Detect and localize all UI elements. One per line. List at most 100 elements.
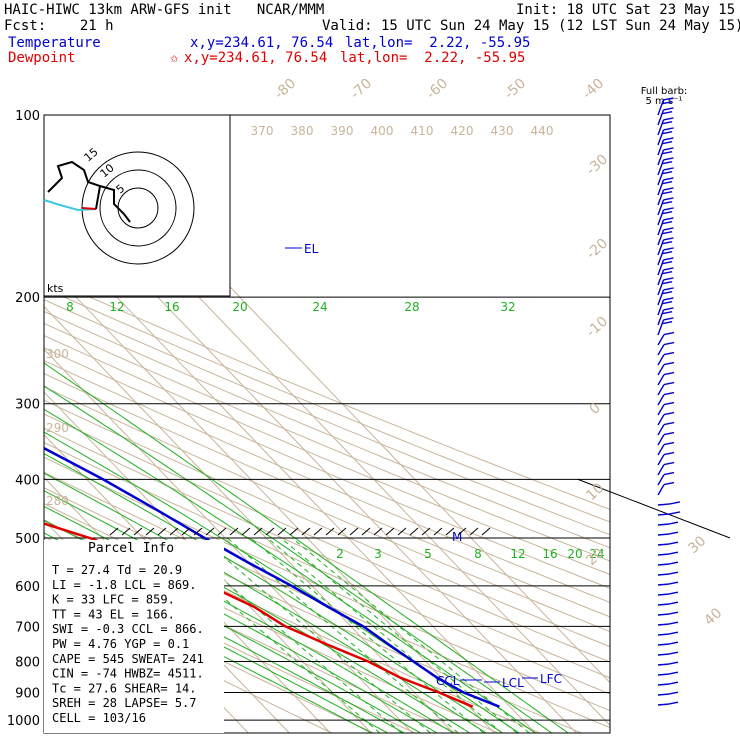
hatch-mark <box>121 527 131 536</box>
dry-adiabat <box>44 373 610 618</box>
moist-adiabat-label: 12 <box>109 300 124 314</box>
mixing-ratio-label: 20 <box>567 547 582 561</box>
dewpoint-legend: Dewpoint <box>8 50 76 66</box>
wind-barb-flag <box>663 297 674 301</box>
wind-barb-flag <box>667 531 679 535</box>
lcl-label: LCL <box>502 676 524 690</box>
wind-barb <box>657 414 665 426</box>
wind-barb-flag <box>663 371 675 376</box>
wind-barb-flag <box>663 137 674 141</box>
hatch-mark <box>253 527 263 536</box>
moist-adiabat <box>44 472 487 733</box>
hatch-mark <box>373 527 383 536</box>
moist-adiabat <box>44 490 470 733</box>
dry-adiabat <box>44 487 582 733</box>
wind-barb <box>657 533 669 536</box>
mixing-ratio-line <box>250 537 485 733</box>
hodograph-ring <box>99 169 177 247</box>
wind-barb <box>657 259 665 276</box>
isotherm-label: -70 <box>347 75 375 102</box>
wind-barb-flag <box>663 237 674 241</box>
mixing-ratio-label: 5 <box>424 547 432 561</box>
wind-barb <box>657 523 669 526</box>
pressure-tick-label: 300 <box>15 398 40 413</box>
dewpoint-star-icon: ✩ <box>170 50 179 66</box>
wind-barb-flag <box>663 177 674 181</box>
wind-barb-flag <box>667 691 679 695</box>
wind-barb <box>657 364 665 376</box>
hodograph-trace-low <box>43 199 97 212</box>
wind-barb <box>657 139 665 156</box>
hatch-mark <box>457 527 467 536</box>
parcel-row: TT = 43 EL = 166. <box>52 607 175 621</box>
wind-barb-flag <box>663 331 675 336</box>
moist-adiabat <box>44 385 552 733</box>
wind-barb-flag <box>663 421 675 426</box>
mixing-ratio-label: 12 <box>510 547 525 561</box>
wind-barb <box>657 229 665 246</box>
wind-barb-flag <box>661 161 673 165</box>
hatch-mark <box>193 527 203 536</box>
moist-adiabat-label: 16 <box>164 300 179 314</box>
wind-barb-flag <box>669 511 681 515</box>
parcel-background <box>44 540 224 733</box>
dry-adiabat-label: 280 <box>46 494 69 508</box>
wind-barb <box>657 109 665 126</box>
barb-legend-line: Full barb: <box>641 86 688 97</box>
hodograph-trace-mid <box>81 207 97 210</box>
isotherm-line <box>0 115 43 733</box>
wind-barb <box>657 279 665 296</box>
isotherm-line <box>44 305 454 733</box>
dry-adiabat <box>44 441 610 695</box>
isotherm-label: 30 <box>685 533 709 557</box>
wind-barb <box>657 553 669 556</box>
wind-barb <box>657 653 669 656</box>
mixing-ratio-label: 24 <box>589 547 604 561</box>
parcel-row: CIN = -74 HWBZ= 4511. <box>52 667 204 681</box>
wind-barb-flag <box>663 167 674 171</box>
temperature-legend: Temperature <box>8 35 101 51</box>
wind-barb <box>657 444 665 456</box>
wind-barb <box>657 299 665 316</box>
isotherm-line <box>44 263 495 733</box>
hatch-mark <box>289 527 299 536</box>
dry-adiabat <box>44 399 610 648</box>
wind-barb <box>657 454 665 466</box>
wind-barb-flag <box>667 611 679 615</box>
isotherm-label: -20 <box>583 235 611 262</box>
wind-barb-flag <box>663 317 674 321</box>
theta-label: 420 <box>451 124 474 138</box>
wind-barb <box>657 169 665 186</box>
wind-barb-flag <box>663 431 675 436</box>
hatch-mark <box>397 527 407 536</box>
dry-adiabat <box>44 299 610 536</box>
mixing-ratio-label: 16 <box>542 547 557 561</box>
wind-barb-flag <box>663 107 674 111</box>
wind-barb <box>657 219 665 236</box>
wind-barb <box>657 249 665 266</box>
wind-barb <box>657 99 665 116</box>
wind-barb-flag <box>663 351 675 356</box>
wind-barb-flag <box>667 671 679 675</box>
mixing-ratio-label: 2 <box>336 547 344 561</box>
wind-barb-flag <box>663 381 675 386</box>
theta-labels: 3703803904004104204304403002902802708121… <box>46 124 605 593</box>
wind-barb <box>657 613 669 616</box>
header-valid: Valid: 15 UTC Sun 24 May 15 (12 LST Sun … <box>322 18 740 34</box>
wind-barb-flag <box>661 311 673 315</box>
wind-barb-flag <box>667 621 679 625</box>
isotherm-line <box>44 220 536 733</box>
hatch-mark <box>385 527 395 536</box>
wind-barb-flag <box>663 481 675 486</box>
moist-adiabat <box>44 408 536 733</box>
theta-label: 390 <box>331 124 354 138</box>
hodograph-box <box>43 114 231 297</box>
wind-barb-flag <box>663 127 674 131</box>
wind-barb <box>657 189 665 206</box>
theta-label: 370 <box>251 124 274 138</box>
header-init: Init: 18 UTC Sat 23 May 15 <box>516 2 736 18</box>
annotations: EL M CCL LCL LFC <box>285 242 562 690</box>
